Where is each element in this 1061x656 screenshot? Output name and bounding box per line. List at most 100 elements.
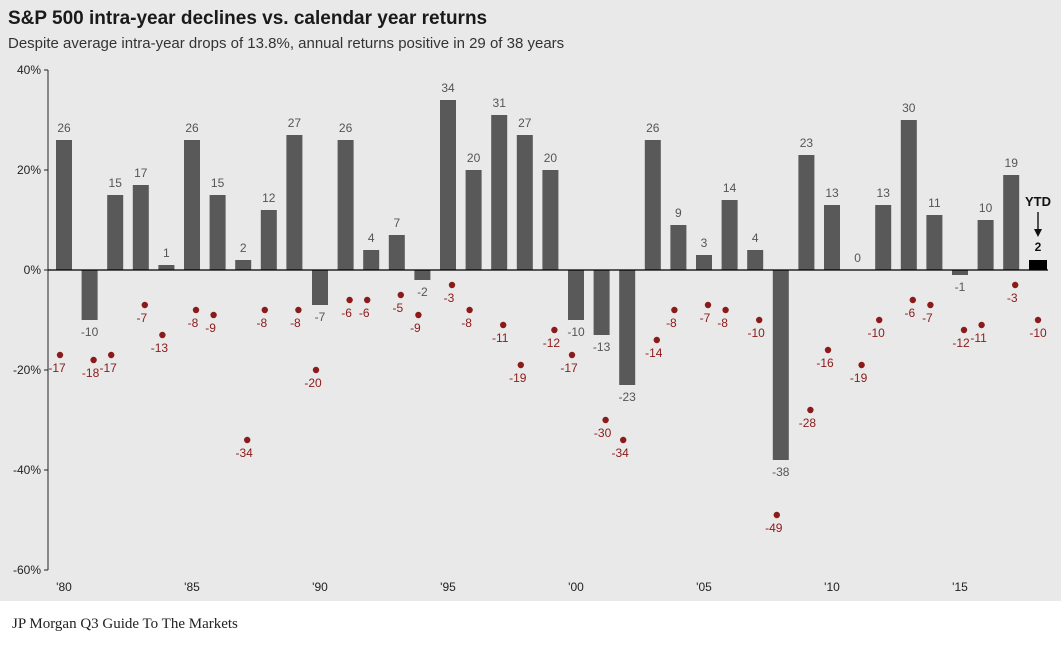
decline-label: -19 xyxy=(850,371,868,385)
decline-dot xyxy=(295,306,302,314)
y-tick-label: -40% xyxy=(13,463,41,477)
return-label: 13 xyxy=(825,186,839,200)
ytd-decline-dot xyxy=(1034,316,1042,324)
decline-dot xyxy=(653,336,660,344)
chart-panel xyxy=(0,0,1061,601)
decline-label: -3 xyxy=(1007,291,1018,305)
decline-label: -14 xyxy=(645,346,663,360)
return-label: 17 xyxy=(134,166,148,180)
decline-label: -13 xyxy=(151,341,169,355)
y-tick-label: -20% xyxy=(13,363,41,377)
return-label: 11 xyxy=(928,196,941,210)
return-bar xyxy=(875,205,892,270)
decline-label: -11 xyxy=(970,331,987,345)
decline-dot xyxy=(56,351,64,359)
return-bar xyxy=(337,140,354,270)
decline-dot xyxy=(909,296,916,304)
return-bar xyxy=(644,140,661,270)
ytd-value-label: 2 xyxy=(1035,240,1042,254)
return-label: 15 xyxy=(109,176,123,190)
return-label: 3 xyxy=(701,236,708,250)
return-label: -10 xyxy=(567,325,585,339)
decline-label: -17 xyxy=(100,361,118,375)
return-label: 12 xyxy=(262,191,276,205)
return-bar xyxy=(696,255,712,270)
decline-label: -9 xyxy=(205,321,216,335)
decline-label: -10 xyxy=(868,326,886,340)
return-label: -23 xyxy=(619,390,637,404)
decline-dot xyxy=(620,436,627,444)
return-label: 1 xyxy=(163,246,170,260)
x-tick-label: '95 xyxy=(440,580,456,594)
x-tick-label: '10 xyxy=(824,580,840,594)
decline-label: -34 xyxy=(612,446,630,460)
return-bar xyxy=(772,270,789,460)
return-label: -13 xyxy=(593,340,611,354)
return-bar xyxy=(209,195,226,270)
return-bar xyxy=(721,200,738,270)
decline-label: -9 xyxy=(410,321,421,335)
decline-dot xyxy=(876,316,883,324)
return-bar xyxy=(824,205,840,270)
y-tick-label: 0% xyxy=(24,263,42,277)
source-caption: JP Morgan Q3 Guide To The Markets xyxy=(12,616,238,632)
decline-label: -8 xyxy=(290,316,301,330)
decline-dot xyxy=(500,321,507,329)
return-label: 10 xyxy=(979,201,993,215)
return-bar xyxy=(184,140,200,270)
decline-dot xyxy=(927,301,934,309)
decline-label: -12 xyxy=(543,336,561,350)
return-label: 23 xyxy=(800,136,814,150)
decline-dot xyxy=(960,326,968,334)
decline-label: -19 xyxy=(509,371,527,385)
decline-label: -28 xyxy=(799,416,817,430)
return-label: 13 xyxy=(877,186,891,200)
return-bar xyxy=(798,155,815,270)
return-label: 19 xyxy=(1005,156,1019,170)
decline-dot xyxy=(141,301,148,309)
decline-label: -8 xyxy=(717,316,728,330)
decline-dot xyxy=(108,351,115,359)
decline-dot xyxy=(551,326,558,334)
decline-label: -7 xyxy=(922,311,933,325)
return-bar xyxy=(977,220,994,270)
ytd-bar xyxy=(1029,260,1047,270)
decline-label: -17 xyxy=(48,361,66,375)
decline-dot xyxy=(415,311,422,319)
x-tick-label: '90 xyxy=(312,580,328,594)
return-bar xyxy=(926,215,943,270)
decline-dot xyxy=(978,321,985,329)
return-label: 7 xyxy=(393,216,400,230)
chart-subtitle: Despite average intra-year drops of 13.8… xyxy=(8,35,565,52)
decline-label: -16 xyxy=(816,356,834,370)
x-tick-label: '85 xyxy=(184,580,200,594)
return-bar xyxy=(568,270,584,320)
return-bar xyxy=(900,120,917,270)
return-label: -38 xyxy=(772,465,790,479)
decline-dot xyxy=(722,306,729,314)
decline-label: -34 xyxy=(236,446,254,460)
decline-dot xyxy=(159,331,166,339)
decline-dot xyxy=(364,296,371,304)
decline-label: -10 xyxy=(748,326,766,340)
return-label: 4 xyxy=(752,231,759,245)
return-bar xyxy=(107,195,124,270)
x-tick-label: '05 xyxy=(696,580,712,594)
decline-dot xyxy=(756,316,763,324)
decline-label: -30 xyxy=(594,426,612,440)
decline-dot xyxy=(90,356,97,364)
return-label: 30 xyxy=(902,101,916,115)
decline-label: -6 xyxy=(341,306,352,320)
return-label: 26 xyxy=(339,121,353,135)
return-bar xyxy=(388,235,405,270)
return-label: -10 xyxy=(81,325,99,339)
return-label: 20 xyxy=(544,151,558,165)
decline-label: -18 xyxy=(82,366,100,380)
return-bar xyxy=(542,170,559,270)
return-bar xyxy=(414,270,431,280)
decline-dot xyxy=(858,361,865,369)
return-label: -7 xyxy=(315,310,326,324)
return-bar xyxy=(235,260,252,270)
return-bar xyxy=(286,135,303,270)
decline-label: -8 xyxy=(666,316,677,330)
